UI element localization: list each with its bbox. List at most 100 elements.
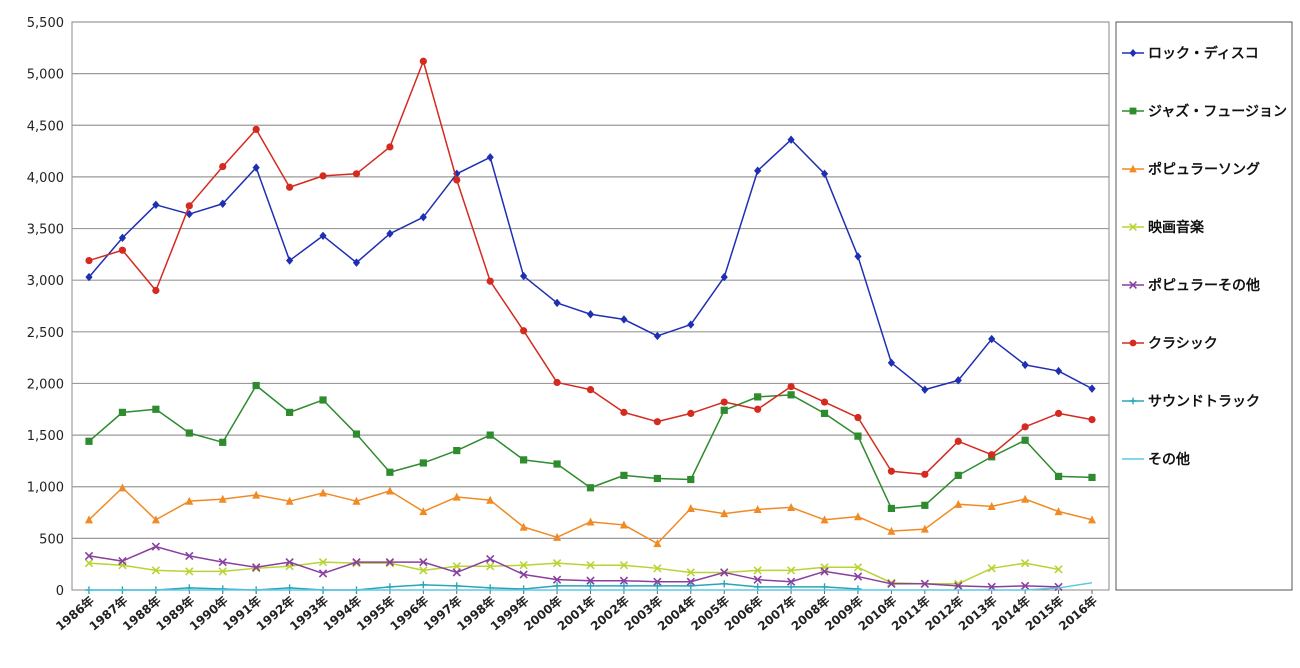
series-group [85,135,1096,394]
data-point [686,568,695,577]
data-point [1088,384,1096,393]
data-point [1054,582,1063,592]
data-point [318,557,328,567]
data-point [686,504,695,513]
data-point [118,233,127,243]
data-point [1054,507,1063,516]
data-point [385,486,394,495]
data-point [586,582,595,590]
data-point [820,169,829,179]
data-point [419,57,427,65]
data-point [1021,423,1029,431]
data-point [319,172,327,180]
data-point [419,459,427,467]
data-point [988,334,996,344]
y-tick-label: 4,000 [27,171,64,186]
data-point [1021,494,1030,503]
data-point [520,456,528,464]
data-point [419,581,427,589]
data-point [687,320,695,329]
data-point [1129,397,1137,405]
legend-label: ポピュラーその他 [1148,277,1260,294]
data-point [419,507,428,516]
data-point [486,562,495,571]
data-point [218,567,227,576]
data-point [319,488,328,497]
data-point [185,551,194,561]
data-point [252,563,261,572]
data-point [653,582,661,590]
x-axis-ticks: 1986年1987年1988年1989年1990年1991年1992年1993年… [53,590,1100,633]
data-point [987,564,996,573]
data-point [586,576,595,585]
data-point [552,575,562,584]
data-point [352,170,361,178]
data-point [887,504,895,513]
y-tick-label: 3,500 [27,223,64,238]
legend-item: クラシック [1122,336,1218,352]
series-line [89,582,1093,591]
data-point [720,509,729,518]
data-point [787,382,795,391]
data-point [620,408,628,416]
data-point [486,495,495,504]
data-point [887,358,895,367]
y-axis-ticks: 0 500 1,000 1,500 2,000 2,500 3,000 3,500 4,000 4… [27,16,64,599]
data-point [419,212,427,222]
data-point [887,526,896,535]
legend-item: 映画音楽 [1122,219,1205,236]
data-point [519,522,528,531]
data-point [553,582,561,590]
data-point [286,408,294,416]
legend-label: ポピュラーソング [1148,161,1260,178]
data-point [85,437,93,445]
data-point [620,582,628,590]
data-point [152,200,160,209]
data-point [754,393,762,401]
data-point [319,231,327,240]
y-tick-label: 0 [56,584,64,599]
series-group [85,483,1096,548]
data-point [787,135,795,144]
data-point [619,576,629,585]
data-point [620,315,628,324]
data-point [753,575,762,584]
y-tick-label: 5,500 [27,16,64,31]
data-point [653,474,661,483]
data-point [720,568,729,577]
data-point [185,202,193,210]
data-point [453,582,461,590]
data-point [419,557,428,567]
data-point [185,567,194,576]
data-point [1054,472,1063,480]
data-point [285,557,294,567]
data-point [486,554,495,564]
data-point [118,556,127,566]
data-point [318,569,328,578]
data-point [954,499,963,508]
data-point [118,246,127,254]
data-point [687,409,695,418]
data-point [1021,360,1029,370]
legend-item: サウンドトラック [1122,394,1260,410]
data-point [1054,565,1063,574]
data-point [553,378,561,387]
data-point [653,539,662,548]
data-point [452,562,461,571]
data-point [486,431,494,439]
y-tick-label: 5,000 [27,68,64,83]
data-point [653,418,661,426]
data-point [854,413,862,422]
data-point [586,386,595,394]
data-point [853,563,863,572]
series-group [84,542,1063,592]
y-tick-label: 2,000 [27,377,64,392]
series-group [89,582,1093,591]
data-point [385,557,395,567]
data-point [820,398,829,406]
data-point [252,125,260,134]
data-point [352,258,361,267]
plot-area [71,21,1110,591]
data-point [1020,581,1030,591]
